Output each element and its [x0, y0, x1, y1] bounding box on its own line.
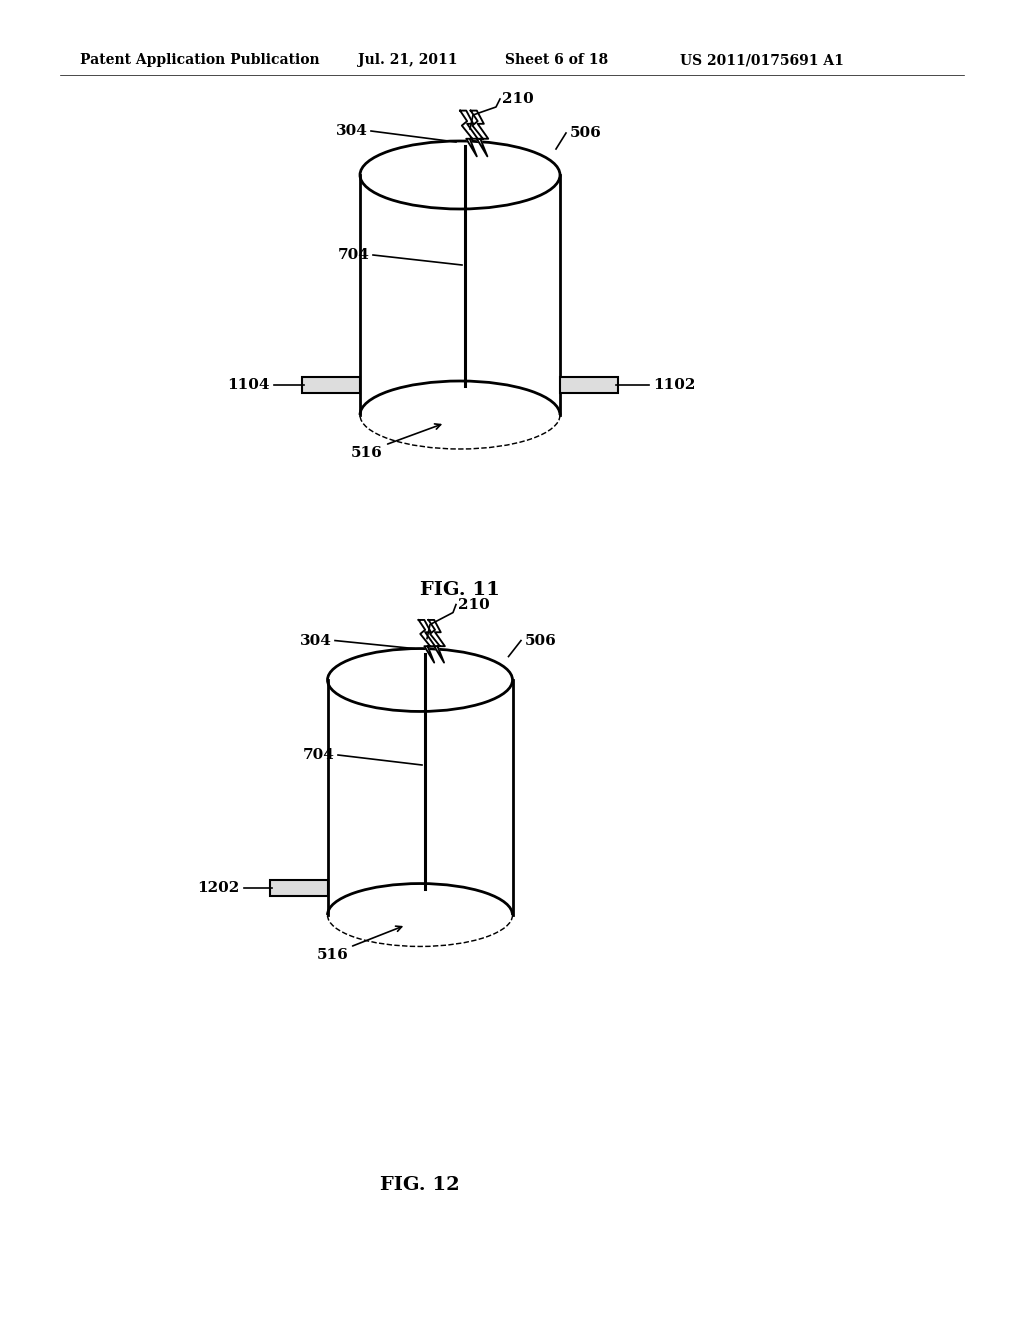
Text: Patent Application Publication: Patent Application Publication — [80, 53, 319, 67]
Text: FIG. 12: FIG. 12 — [380, 1176, 460, 1195]
Text: 506: 506 — [525, 634, 557, 648]
Text: FIG. 11: FIG. 11 — [420, 581, 500, 599]
Text: 704: 704 — [303, 748, 335, 762]
Text: 304: 304 — [336, 124, 368, 139]
Text: 704: 704 — [338, 248, 370, 261]
Text: 1102: 1102 — [653, 378, 695, 392]
Text: 1104: 1104 — [227, 378, 270, 392]
Text: 210: 210 — [458, 598, 489, 611]
Text: 506: 506 — [570, 125, 602, 140]
Text: 304: 304 — [300, 634, 332, 648]
Text: Sheet 6 of 18: Sheet 6 of 18 — [505, 53, 608, 67]
Bar — [560, 378, 618, 393]
Text: 516: 516 — [316, 948, 348, 962]
Text: 1202: 1202 — [198, 880, 240, 895]
Polygon shape — [471, 111, 488, 156]
Text: 210: 210 — [502, 92, 534, 106]
Polygon shape — [460, 111, 477, 156]
Polygon shape — [419, 620, 435, 663]
Text: 516: 516 — [350, 446, 382, 459]
Bar — [269, 879, 328, 895]
Text: US 2011/0175691 A1: US 2011/0175691 A1 — [680, 53, 844, 67]
Text: Jul. 21, 2011: Jul. 21, 2011 — [358, 53, 458, 67]
Bar — [302, 378, 360, 393]
Polygon shape — [428, 620, 444, 663]
